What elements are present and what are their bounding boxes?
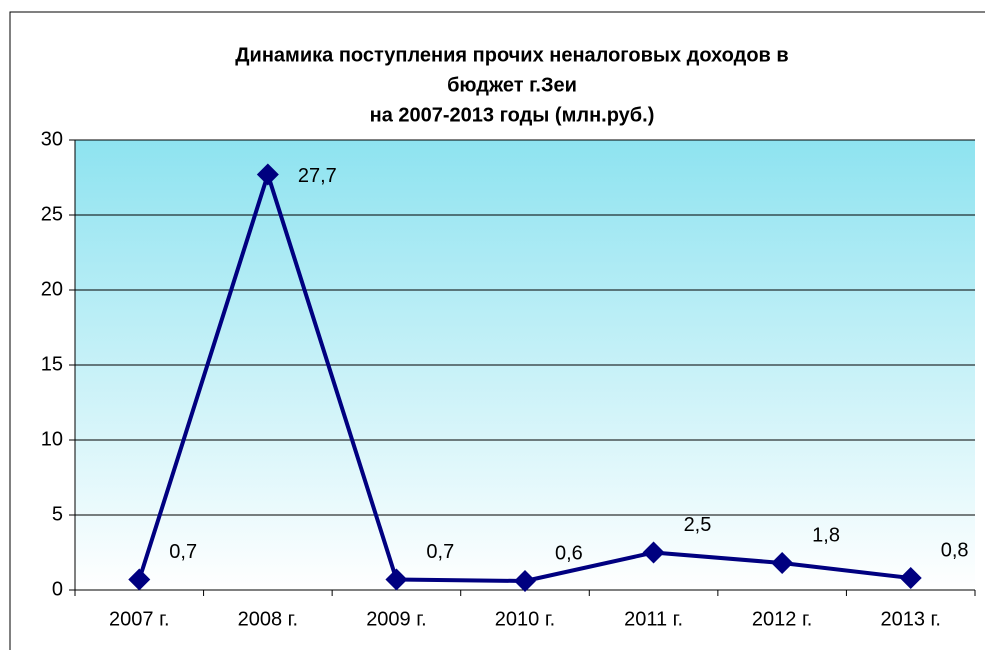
x-tick-label: 2013 г. bbox=[880, 608, 940, 630]
data-label: 0,8 bbox=[941, 539, 969, 561]
chart-title: Динамика поступления прочих неналоговых … bbox=[235, 44, 788, 66]
data-point bbox=[385, 568, 408, 591]
data-label: 0,7 bbox=[426, 541, 454, 563]
chart-frame bbox=[9, 11, 985, 650]
y-tick-label: 30 bbox=[41, 128, 63, 150]
data-label: 0,6 bbox=[555, 542, 583, 564]
data-point bbox=[771, 552, 794, 574]
y-tick-label: 15 bbox=[41, 353, 63, 375]
data-point bbox=[256, 163, 279, 186]
x-tick-label: 2009 г. bbox=[366, 608, 426, 630]
data-point bbox=[642, 541, 665, 564]
x-tick-label: 2010 г. bbox=[495, 608, 555, 630]
x-tick-label: 2007 г. bbox=[109, 608, 169, 630]
y-tick-label: 0 bbox=[52, 578, 63, 600]
chart-title: бюджет г.Зеи bbox=[447, 74, 577, 96]
x-tick-label: 2008 г. bbox=[238, 608, 298, 630]
data-point bbox=[899, 567, 922, 589]
x-tick-label: 2012 г. bbox=[752, 608, 812, 630]
y-tick-label: 25 bbox=[41, 203, 63, 225]
y-tick-label: 20 bbox=[41, 278, 63, 300]
data-label: 1,8 bbox=[812, 524, 840, 546]
y-tick-label: 10 bbox=[41, 428, 63, 450]
x-tick-label: 2011 г. bbox=[624, 608, 683, 630]
data-label: 27,7 bbox=[298, 165, 337, 187]
chart-title: на 2007-2013 годы (млн.руб.) bbox=[370, 104, 655, 126]
data-point bbox=[514, 570, 536, 592]
data-label: 0,7 bbox=[169, 541, 197, 563]
y-tick-label: 5 bbox=[52, 503, 63, 525]
data-point bbox=[128, 568, 151, 591]
data-label: 2,5 bbox=[684, 514, 712, 536]
